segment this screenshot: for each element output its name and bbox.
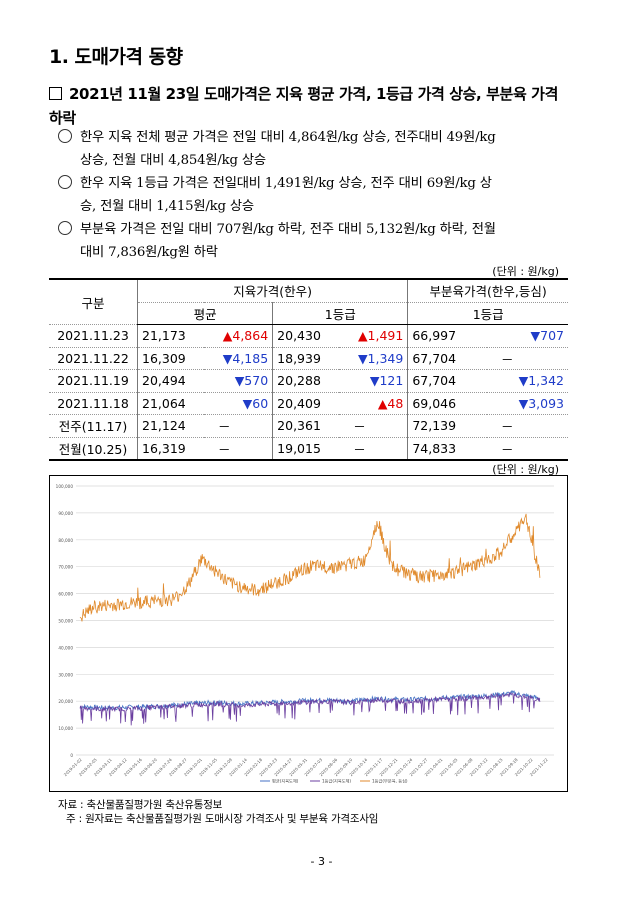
bullet-text: 대비 7,836원/kg원 하락 [80, 245, 218, 260]
row-date: 2021.11.22 [49, 347, 138, 370]
table-row: 전주(11.17) 21,124 － 20,361 － 72,139 － [49, 414, 568, 438]
cell-avg: 21,064 [137, 392, 205, 415]
circle-bullet-icon [58, 129, 72, 143]
table-unit-label: (단위 : 원/kg) [492, 265, 559, 278]
sub-header-cut-grade1: 1등급 [407, 302, 568, 325]
col-category-header: 구분 [49, 278, 138, 325]
legend-label: 1등급(부분육, 등심) [372, 778, 408, 785]
cell-avg: 21,173 [137, 324, 205, 348]
headline-text: 2021년 11월 23일 도매가격은 지육 평균 가격, 1등급 가격 상승,… [49, 85, 558, 127]
bullet-text: 승, 전월 대비 1,415원/kg 상승 [80, 199, 254, 214]
cell-avg: 16,319 [137, 437, 205, 461]
headline: 2021년 11월 23일 도매가격은 지육 평균 가격, 1등급 가격 상승,… [49, 82, 574, 130]
y-tick-label: 40,000 [58, 645, 73, 650]
cell-avg: 21,124 [137, 414, 205, 438]
cell-cut: 66,997 [407, 324, 488, 348]
cell-avg-change: ▼4,185 [204, 347, 273, 370]
row-date: 전월(10.25) [49, 437, 138, 461]
y-tick-label: 30,000 [58, 672, 73, 677]
sub-header-avg: 평균 [136, 302, 273, 325]
cell-avg-change: － [204, 437, 273, 461]
price-chart: 0 10,000 20,000 30,000 40,000 50,000 60,000 70,… [49, 475, 568, 792]
cell-grade1: 20,288 [272, 369, 340, 393]
cell-cut: 72,139 [407, 414, 488, 438]
row-date: 2021.11.18 [49, 392, 138, 415]
table-row: 2021.11.18 21,064 ▼60 20,409 ▲48 69,046 ▼3,093 [49, 392, 568, 415]
cell-cut-change: － [487, 347, 568, 370]
row-date: 2021.11.19 [49, 369, 138, 393]
chart-unit-label: (단위 : 원/kg) [492, 463, 559, 476]
cell-cut: 74,833 [407, 437, 488, 461]
cell-cut: 69,046 [407, 392, 488, 415]
y-tick-label: 50,000 [58, 619, 73, 624]
bullet-text: 한우 지육 1등급 가격은 전일대비 1,491원/kg 상승, 전주 대비 6… [80, 176, 492, 191]
cell-cut-change: ▼3,093 [487, 392, 568, 415]
bullet-text: 상승, 전월 대비 4,854원/kg 상승 [80, 153, 266, 168]
table-row: 2021.11.23 21,173 ▲4,864 20,430 ▲1,491 66,997… [49, 324, 568, 348]
y-tick-label: 90,000 [58, 511, 73, 516]
table-row: 2021.11.22 16,309 ▼4,185 18,939 ▼1,349 67,704… [49, 347, 568, 370]
y-tick-label: 100,000 [56, 484, 74, 489]
cell-avg-change: ▲4,864 [204, 324, 273, 348]
cell-avg: 16,309 [137, 347, 205, 370]
cell-grade1-change: ▼121 [339, 369, 408, 393]
y-tick-label: 20,000 [58, 699, 73, 704]
cell-grade1: 20,430 [272, 324, 340, 348]
source-line: 자료 : 축산물품질평가원 축산유통정보 [58, 799, 223, 811]
square-bullet-icon [49, 87, 62, 100]
series-line [79, 513, 541, 622]
cell-cut-change: － [487, 414, 568, 438]
cell-avg-change: － [204, 414, 273, 438]
price-chart-svg: 0 10,000 20,000 30,000 40,000 50,000 60,000 70,… [56, 484, 554, 785]
circle-bullet-icon [58, 221, 72, 235]
group-header-cut: 부분육가격(한우,등심) [407, 278, 568, 303]
bullet-item: 한우 지육 전체 평균 가격은 전일 대비 4,864원/kg 상승, 전주대비… [58, 126, 570, 172]
y-tick-label: 0 [70, 753, 73, 758]
legend-label: 평균(지육도체) [272, 778, 299, 785]
table-row: 전월(10.25) 16,319 － 19,015 － 74,833 － [49, 437, 568, 461]
y-tick-label: 80,000 [58, 538, 73, 543]
cell-avg: 20,494 [137, 369, 205, 393]
cell-grade1: 20,409 [272, 392, 340, 415]
cell-avg-change: ▼60 [204, 392, 273, 415]
cell-grade1: 20,361 [272, 414, 340, 438]
bullet-text: 부분육 가격은 전일 대비 707원/kg 하락, 전주 대비 5,132원/k… [80, 222, 496, 237]
bullet-item: 부분육 가격은 전일 대비 707원/kg 하락, 전주 대비 5,132원/k… [58, 218, 570, 264]
cell-cut-change: ▼707 [487, 324, 568, 348]
sub-header-grade1: 1등급 [272, 302, 408, 325]
cell-grade1-change: ▼1,349 [339, 347, 408, 370]
cell-grade1-change: － [339, 437, 408, 461]
note-line: 주 : 원자료는 축산물품질평가원 도매시장 가격조사 및 부분육 가격조사임 [66, 813, 379, 825]
y-tick-label: 70,000 [58, 565, 73, 570]
bullet-item: 한우 지육 1등급 가격은 전일대비 1,491원/kg 상승, 전주 대비 6… [58, 172, 570, 218]
table-row: 2021.11.19 20,494 ▼570 20,288 ▼121 67,704 ▼1,3… [49, 369, 568, 393]
page-number: - 3 - [310, 855, 333, 868]
cell-cut-change: ▼1,342 [487, 369, 568, 393]
legend-label: 1등급(지육도체) [322, 778, 351, 785]
cell-grade1: 19,015 [272, 437, 340, 461]
section-title: 1. 도매가격 동향 [49, 46, 183, 68]
cell-cut: 67,704 [407, 347, 488, 370]
cell-avg-change: ▼570 [204, 369, 273, 393]
cell-grade1-change: ▲1,491 [339, 324, 408, 348]
row-date: 2021.11.23 [49, 324, 138, 348]
cell-grade1-change: ▲48 [339, 392, 408, 415]
y-tick-label: 10,000 [58, 726, 73, 731]
group-header-carcass: 지육가격(한우) [136, 278, 408, 303]
row-date: 전주(11.17) [49, 414, 138, 438]
cell-cut-change: － [487, 437, 568, 461]
bullet-text: 한우 지육 전체 평균 가격은 전일 대비 4,864원/kg 상승, 전주대비… [80, 130, 496, 145]
cell-grade1-change: － [339, 414, 408, 438]
circle-bullet-icon [58, 175, 72, 189]
price-table: 구분 지육가격(한우) 부분육가격(한우,등심) 평균 1등급 1등급 2021… [49, 278, 568, 461]
cell-cut: 67,704 [407, 369, 488, 393]
y-tick-label: 60,000 [58, 592, 73, 597]
series-line [79, 692, 541, 726]
cell-grade1: 18,939 [272, 347, 340, 370]
